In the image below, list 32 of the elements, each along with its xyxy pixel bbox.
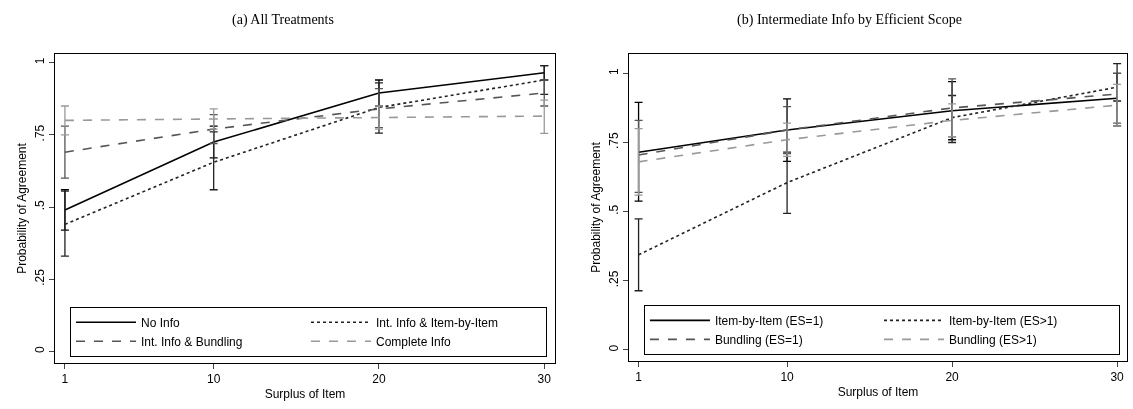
legend-label: Int. Info & Item-by-Item [376,316,499,330]
x-tick-label: 1 [61,372,69,387]
y-tick-label: 1 [607,67,622,75]
y-tick-label: .5 [33,199,48,211]
legend-label: Item-by-Item (ES>1) [949,314,1058,329]
chart-title: (a) All Treatments [232,12,334,29]
y-tick-label: 0 [607,344,622,352]
y-tick-label: 0 [33,345,48,353]
y-axis-title: Probability of Agreement [14,142,29,274]
x-tick-label: 10 [207,372,221,387]
y-axis-title: Probability of Agreement [588,141,603,273]
x-axis-title: Surplus of Item [837,385,919,400]
legend-label: Int. Info & Bundling [141,335,243,349]
y-tick-label: 1 [33,57,48,65]
y-tick-label: .75 [607,132,622,150]
legend-label: Bundling (ES>1) [949,333,1037,348]
legend-label: No Info [141,316,181,330]
x-axis-title: Surplus of Item [264,387,346,402]
chart-title: (b) Intermediate Info by Efficient Scope [737,12,962,29]
x-tick-label: 20 [945,370,960,385]
y-tick-label: .25 [607,270,622,288]
legend-label: Complete Info [376,335,452,349]
x-tick-label: 10 [780,370,795,385]
x-tick-label: 30 [537,372,552,387]
y-tick-label: .25 [33,268,48,286]
y-tick-label: .75 [33,124,48,142]
x-tick-label: 20 [372,372,386,387]
y-tick-label: .5 [607,204,622,215]
x-tick-label: 30 [1110,370,1125,385]
x-tick-label: 1 [635,370,643,385]
legend-label: Item-by-Item (ES=1) [714,314,824,329]
legend-label: Bundling (ES=1) [714,333,803,348]
